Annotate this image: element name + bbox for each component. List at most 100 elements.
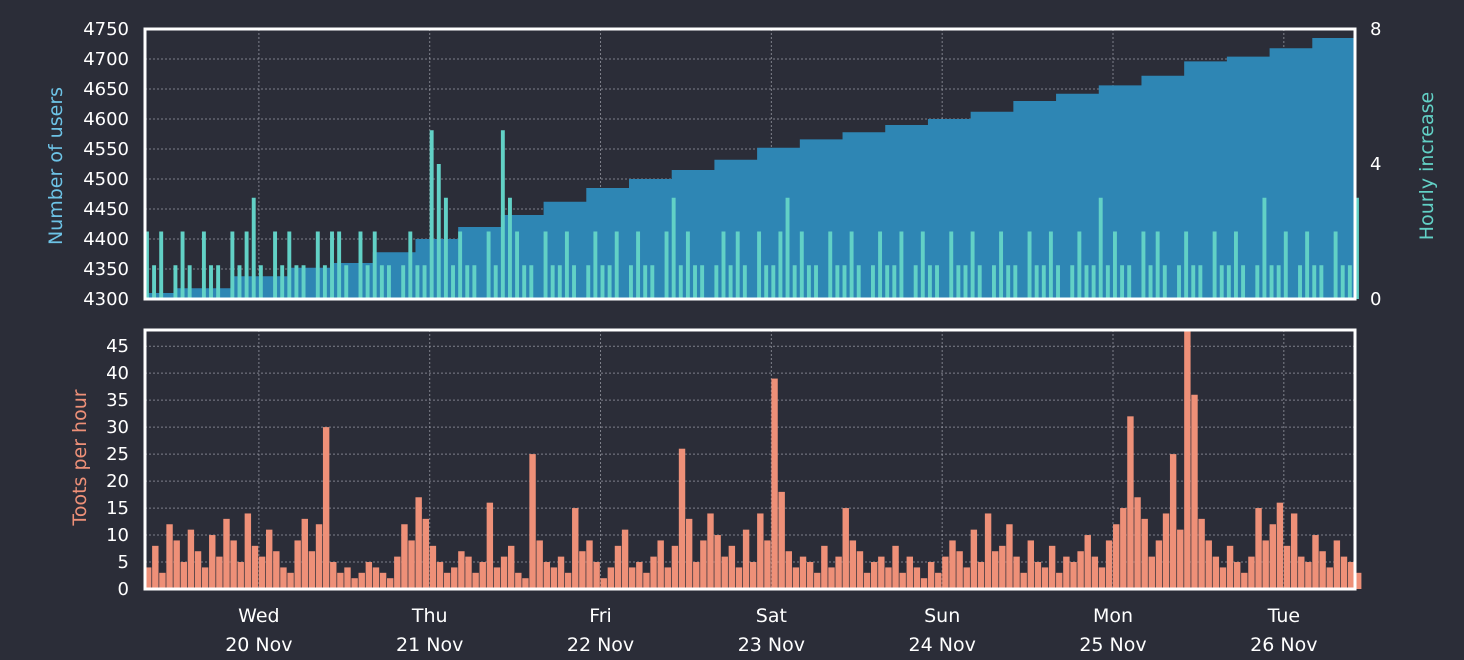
hourly-increase-bar [1333,231,1338,299]
toots-bar [607,567,615,589]
toots-bar [159,572,166,589]
toots-bar [1070,562,1077,589]
toots-bar [1248,556,1255,589]
hourly-increase-bar [1212,231,1217,299]
hourly-increase-bar [372,231,377,299]
toots-bar [671,545,679,589]
toots-bar [564,572,572,589]
toots-bar [999,545,1006,589]
hourly-increase-bar [963,265,968,299]
hourly-increase-bar [600,265,605,299]
hourly-increase-bar [835,265,840,299]
hourly-increase-bar [230,231,235,299]
hourly-increase-bar [180,231,185,299]
toots-bar [1205,540,1212,589]
toots-bar [515,572,522,589]
toots-bar [550,567,558,589]
hourly-increase-bar [358,231,363,299]
toots-bar [970,529,978,589]
hourly-increase-bar [977,265,982,299]
toots-bar [1034,562,1042,589]
toots-bar [522,578,529,589]
hourly-increase-bar [472,265,477,299]
hourly-increase-bar [1219,265,1224,299]
hourly-increase-bar [1127,265,1132,299]
toots-bar [415,497,422,589]
hourly-increase-bar [1155,231,1160,299]
hourly-increase-bar [415,265,420,299]
toots-bar [614,545,622,589]
toots-bar [1041,567,1049,589]
toots-bar [451,567,458,589]
hourly-increase-bar [935,265,939,299]
toots-bar [1355,572,1362,589]
toots-bar [785,551,792,589]
toots-bar [387,578,394,589]
toots-bar [878,556,885,589]
hourly-increase-bar [1098,197,1103,299]
hourly-increase-bar [209,265,213,299]
toots-bar [301,518,308,589]
hourly-increase-bar [1347,265,1352,299]
toots-bar [223,518,230,589]
hourly-increase-bar [593,231,598,299]
toots-bar [422,518,429,589]
users-y-tick: 4350 [83,259,129,280]
hourly-increase-bar [273,231,278,299]
toots-bar [984,513,992,589]
hourly-increase-bar [664,231,669,299]
toots-bar [842,508,849,589]
hourly-increase-bar [337,231,342,299]
toots-bar [1262,540,1269,589]
toots-bar [443,572,451,589]
toots-bar [949,540,956,589]
toots-bar [536,540,543,589]
hourly-increase-bar [1234,231,1238,299]
toots-bar [465,556,472,589]
toots-bar [1105,540,1113,589]
hourly-increase-bar [643,265,648,299]
toots-bar [358,572,365,589]
toots-bar [1234,562,1241,589]
hourly-increase-bar [956,265,961,299]
toots-bar [1084,535,1091,589]
toots-bar [479,562,486,589]
toots-bar [251,545,259,589]
hourly-increase-bar [700,265,705,299]
hourly-increase-bar [693,265,697,299]
hourly-increase-bar [201,231,206,299]
toots-bar [579,551,586,589]
toots-bar [244,513,252,589]
toots-y-tick: 0 [118,579,129,600]
users-area [145,29,1355,299]
hourly-increase-bar [650,265,655,299]
users-y-tick: 4450 [83,199,129,220]
hourly-increase-bar [1269,265,1274,299]
toots-bar [806,562,814,589]
toots-bar [273,551,280,589]
toots-bar [330,562,337,589]
day-tick-weekday: Sat [756,605,787,627]
hourly-increase-bar [871,265,875,299]
hourly-increase-bar [1191,265,1196,299]
hourly-increase-bar [315,231,320,299]
toots-bar [543,562,550,589]
toots-bar [927,562,935,589]
hourly-increase-bar [458,231,463,299]
toots-bar [771,378,778,589]
toots-bar [194,551,202,589]
toots-bar [209,535,216,589]
hourly-increase-bar [892,265,897,299]
toots-bar [593,562,600,589]
toots-bar [1305,562,1312,589]
toots-bar [166,524,173,589]
toots-bar [899,572,906,589]
toots-bar [280,567,287,589]
users-y-tick: 4600 [83,109,129,130]
day-tick-date: 22 Nov [567,634,634,656]
toots-bar [742,529,750,589]
toots-bar [1191,394,1198,589]
toots-bar [1162,513,1170,589]
hourly-y2-tick: 0 [1370,289,1381,310]
